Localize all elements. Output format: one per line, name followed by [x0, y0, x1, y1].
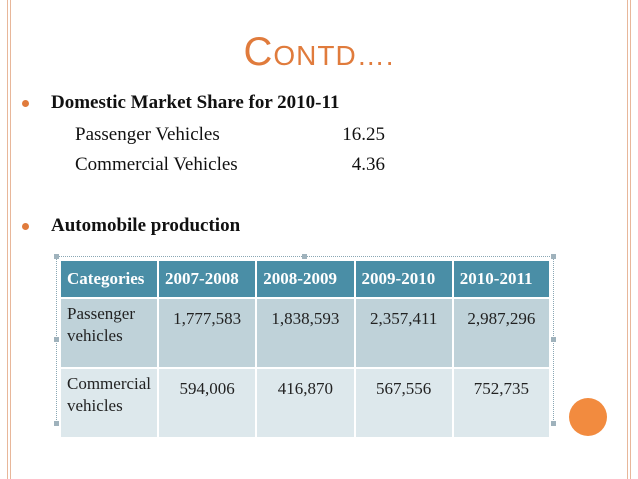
resize-handle-icon[interactable] — [54, 421, 59, 426]
category-cell: Commercial vehicles — [58, 367, 160, 439]
bullet-dot-icon — [22, 99, 29, 107]
title-initial: C — [243, 30, 274, 74]
column-header: 2009-2010 — [353, 259, 454, 299]
value-cell: 1,838,593 — [255, 297, 356, 369]
table-row: Commercial vehicles 594,006 416,870 567,… — [58, 367, 552, 439]
value-cell: 567,556 — [353, 367, 454, 439]
value-cell: 2,357,411 — [353, 297, 454, 369]
resize-handle-icon[interactable] — [54, 337, 59, 342]
decorative-circle-icon — [569, 398, 607, 436]
market-share-row: Passenger Vehicles 16.25 — [75, 124, 385, 146]
resize-handle-icon[interactable] — [551, 254, 556, 259]
column-header: 2010-2011 — [451, 259, 552, 299]
table-header-row: Categories 2007-2008 2008-2009 2009-2010… — [58, 259, 552, 299]
category-cell: Passenger vehicles — [58, 297, 160, 369]
left-rail-line — [7, 0, 8, 479]
value-cell: 416,870 — [255, 367, 356, 439]
column-header: 2007-2008 — [157, 259, 258, 299]
bullet-label: Automobile production — [51, 215, 241, 236]
market-share-name: Passenger Vehicles — [75, 124, 220, 145]
right-rail-line — [627, 0, 628, 479]
value-cell: 2,987,296 — [451, 297, 552, 369]
bullet-market-share: Domestic Market Share for 2010-11 — [22, 92, 339, 114]
value-cell: 594,006 — [157, 367, 258, 439]
bullet-automobile-production: Automobile production — [22, 215, 240, 237]
market-share-row: Commercial Vehicles 4.36 — [75, 154, 385, 176]
production-table-frame[interactable]: Categories 2007-2008 2008-2009 2009-2010… — [54, 254, 556, 439]
resize-handle-icon[interactable] — [551, 421, 556, 426]
slide-title: CONTD…. — [0, 30, 638, 78]
value-cell: 1,777,583 — [157, 297, 258, 369]
resize-handle-icon[interactable] — [551, 337, 556, 342]
market-share-name: Commercial Vehicles — [75, 154, 238, 175]
market-share-value: 4.36 — [351, 154, 385, 175]
value-cell: 752,735 — [451, 367, 552, 439]
resize-handle-icon[interactable] — [54, 254, 59, 259]
right-rail-line — [630, 0, 631, 479]
bullet-dot-icon — [22, 222, 29, 230]
bullet-label: Domestic Market Share for 2010-11 — [51, 92, 340, 113]
market-share-value: 16.25 — [342, 124, 385, 145]
title-rest: ONTD…. — [273, 40, 395, 71]
column-header: Categories — [58, 259, 160, 299]
table-row: Passenger vehicles 1,777,583 1,838,593 2… — [58, 297, 552, 369]
resize-handle-icon[interactable] — [302, 254, 307, 259]
column-header: 2008-2009 — [255, 259, 356, 299]
left-rail-line — [10, 0, 11, 479]
production-table: Categories 2007-2008 2008-2009 2009-2010… — [58, 259, 552, 439]
